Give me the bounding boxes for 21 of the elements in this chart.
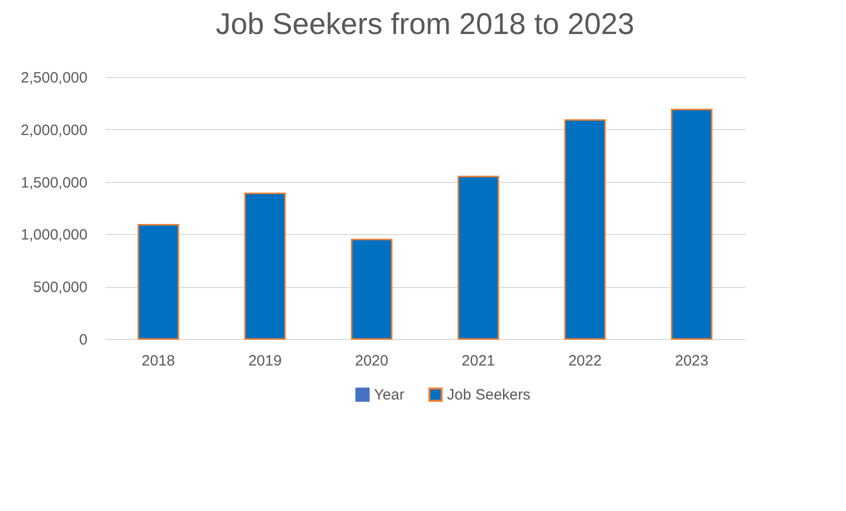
x-tick-label: 2023 [674,352,708,370]
y-tick-label: 1,000,000 [20,226,88,244]
y-tick-label: 2,000,000 [20,122,88,139]
legend-label: Year [374,386,404,404]
bar [138,224,180,340]
y-tick-label: 2,500,000 [20,70,88,86]
y-tick-label: 0 [79,332,88,348]
chart-title: Job Seekers from 2018 to 2023 [216,8,634,41]
legend-label: Job Seekers [447,386,530,404]
x-tick-label: 2018 [142,352,176,370]
x-tick-label: 2020 [354,352,388,370]
x-tick-label: 2021 [462,352,496,370]
x-tick-label: 2022 [568,352,602,370]
bar [458,176,500,340]
y-tick-label: 500,000 [33,279,88,296]
bar [564,119,606,340]
x-tick-label: 2019 [248,352,282,370]
y-tick-label: 1,500,000 [20,174,88,192]
bar [670,108,712,340]
bar [244,192,286,340]
bar [350,238,392,340]
